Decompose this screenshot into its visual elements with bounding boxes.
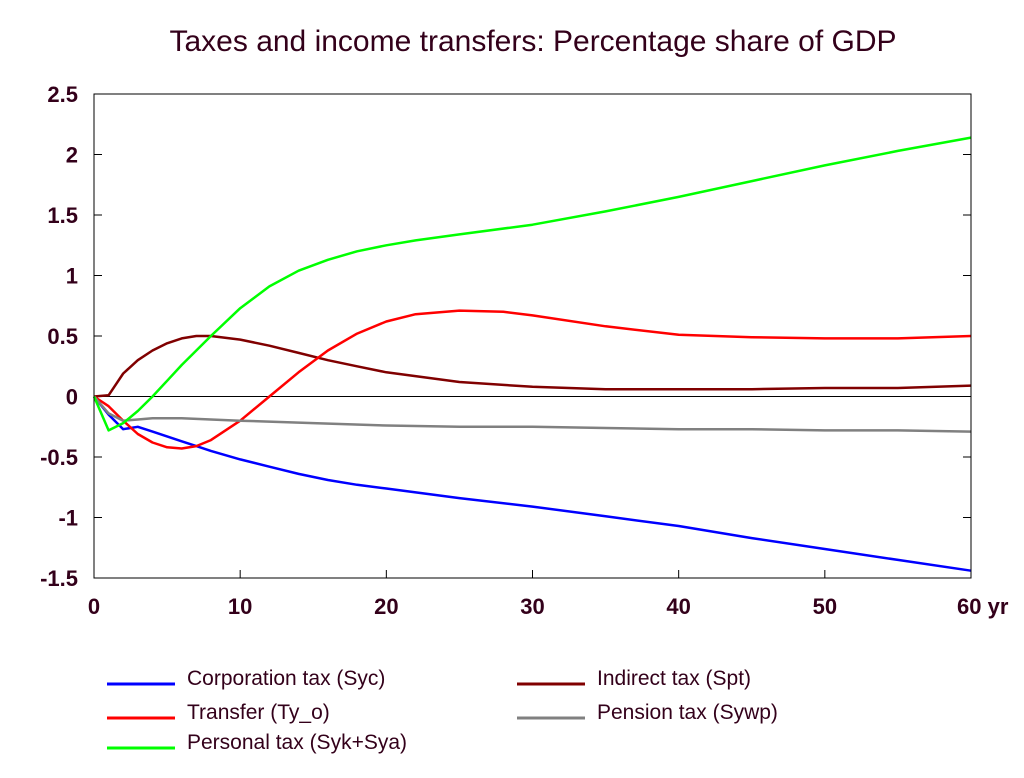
y-tick-label: 1 xyxy=(66,264,78,289)
x-tick-label: 40 xyxy=(666,594,690,619)
x-tick-label: 30 xyxy=(520,594,544,619)
legend-label: Personal tax (Syk+Sya) xyxy=(187,731,407,754)
series-line-personal-tax-syk-sya xyxy=(92,136,972,432)
series-line-corporation-tax-syc xyxy=(93,395,972,572)
y-tick-label: 2.5 xyxy=(47,82,78,107)
legend: Corporation tax (Syc) Indirect tax (Spt) T… xyxy=(107,667,778,754)
y-tick-label: 0.5 xyxy=(47,324,78,349)
y-tick-label: 0 xyxy=(66,385,78,410)
y-tick-label: -1 xyxy=(58,506,78,531)
y-tick-label: -0.5 xyxy=(40,445,78,470)
legend-label: Corporation tax (Syc) xyxy=(187,667,385,690)
series-line-pension-tax-sywp xyxy=(93,395,972,433)
chart-title: Taxes and income transfers: Percentage s… xyxy=(169,25,896,58)
x-tick-label: 10 xyxy=(228,594,252,619)
x-tick-label: 60 yr xyxy=(957,594,1009,619)
y-tick-label: -1.5 xyxy=(40,566,78,591)
axis-ticks: -1.5 -1 -0.5 0 0.5 1 1.5 2 2.5 0 10 20 30 40 50 60 yr xyxy=(40,82,1009,619)
legend-label: Indirect tax (Spt) xyxy=(597,667,751,690)
plot-frame xyxy=(93,93,972,579)
x-tick-label: 50 xyxy=(813,594,837,619)
x-tick-label: 0 xyxy=(88,594,100,619)
x-tick-label: 20 xyxy=(374,594,398,619)
series-lines xyxy=(92,136,972,572)
legend-label: Transfer (Ty_o) xyxy=(187,701,330,724)
legend-label: Pension tax (Sywp) xyxy=(597,701,778,724)
y-tick-label: 1.5 xyxy=(47,203,78,228)
series-line-transfer-ty-o xyxy=(93,309,972,450)
y-tick-label: 2 xyxy=(66,143,78,168)
series-line-indirect-tax-spt xyxy=(93,334,972,398)
